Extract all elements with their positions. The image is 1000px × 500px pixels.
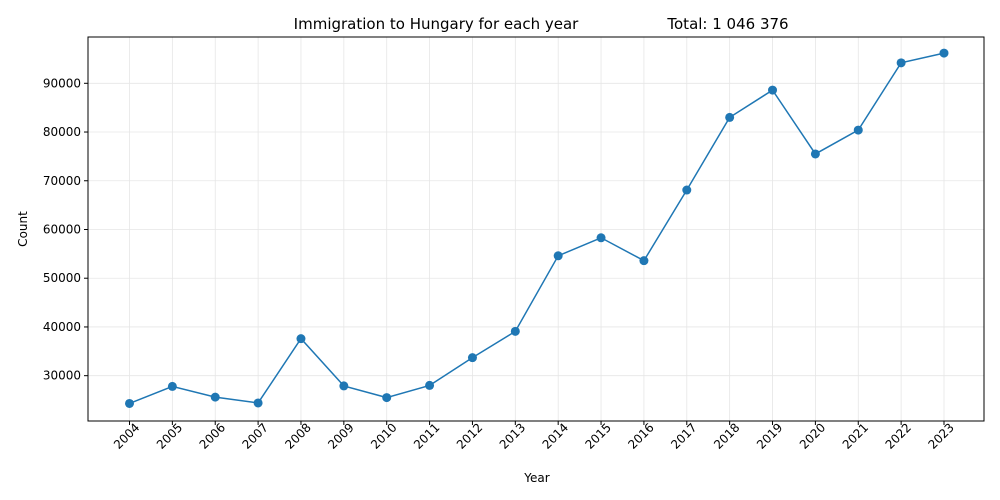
x-tick-label: 2005 xyxy=(154,420,185,451)
data-point-2012 xyxy=(467,353,477,363)
x-tick-label: 2009 xyxy=(325,420,356,451)
data-point-2015 xyxy=(596,233,606,243)
data-point-2013 xyxy=(510,326,520,336)
data-point-2005 xyxy=(167,381,177,391)
x-tick-label: 2014 xyxy=(540,420,571,451)
data-point-2007 xyxy=(253,398,263,408)
x-tick-label: 2017 xyxy=(668,420,699,451)
chart-total: Total: 1 046 376 xyxy=(666,15,788,33)
x-tick-label: 2020 xyxy=(797,420,828,451)
x-tick-label: 2007 xyxy=(240,420,271,451)
data-point-2011 xyxy=(425,380,435,390)
data-point-2022 xyxy=(896,58,906,68)
data-point-2008 xyxy=(296,334,306,344)
chart-title: Immigration to Hungary for each year xyxy=(294,15,579,33)
x-tick-label: 2016 xyxy=(625,420,656,451)
data-point-2014 xyxy=(553,251,563,261)
data-point-2010 xyxy=(382,393,392,403)
data-point-2020 xyxy=(810,149,820,159)
data-point-2018 xyxy=(725,112,735,122)
x-tick-label: 2004 xyxy=(111,420,142,451)
x-tick-label: 2008 xyxy=(282,420,313,451)
data-point-2006 xyxy=(210,392,220,402)
x-axis-label: Year xyxy=(523,471,549,485)
grid-layer xyxy=(88,37,984,421)
x-tick-label: 2018 xyxy=(711,420,742,451)
x-tick-label: 2015 xyxy=(582,420,613,451)
data-point-2004 xyxy=(125,398,134,408)
data-point-2019 xyxy=(768,85,778,95)
y-axis-label: Count xyxy=(16,211,30,247)
x-axis-ticks: 2004 2005 2006 2007 2008 2009 2010 2011 2012 2013… xyxy=(111,420,957,451)
x-tick-label: 2023 xyxy=(925,420,956,451)
y-tick-label: 70000 xyxy=(43,174,81,188)
series-line xyxy=(129,52,945,405)
data-point-2021 xyxy=(853,125,863,135)
y-tick-label: 50000 xyxy=(43,271,81,285)
x-tick-label: 2010 xyxy=(368,420,399,451)
x-tick-label: 2013 xyxy=(497,420,528,451)
x-tick-label: 2022 xyxy=(883,420,914,451)
plot-frame xyxy=(87,36,985,422)
y-tick-label: 30000 xyxy=(43,369,81,383)
y-tick-label: 80000 xyxy=(43,125,81,139)
y-tick-label: 40000 xyxy=(43,320,81,334)
y-tick-label: 90000 xyxy=(43,76,81,90)
data-point-2016 xyxy=(639,256,649,266)
x-tick-label: 2011 xyxy=(411,420,442,451)
data-point-2017 xyxy=(682,185,692,195)
x-tick-label: 2021 xyxy=(840,420,871,451)
x-tick-label: 2019 xyxy=(754,420,785,451)
x-tick-label: 2006 xyxy=(197,420,228,451)
x-tick-label: 2012 xyxy=(454,420,485,451)
y-tick-label: 60000 xyxy=(43,222,81,236)
y-axis-ticks: 30000 40000 50000 60000 70000 80000 90000 xyxy=(43,76,88,383)
data-point-2009 xyxy=(339,381,349,391)
data-point-2023 xyxy=(939,48,949,58)
series-layer xyxy=(125,48,949,408)
